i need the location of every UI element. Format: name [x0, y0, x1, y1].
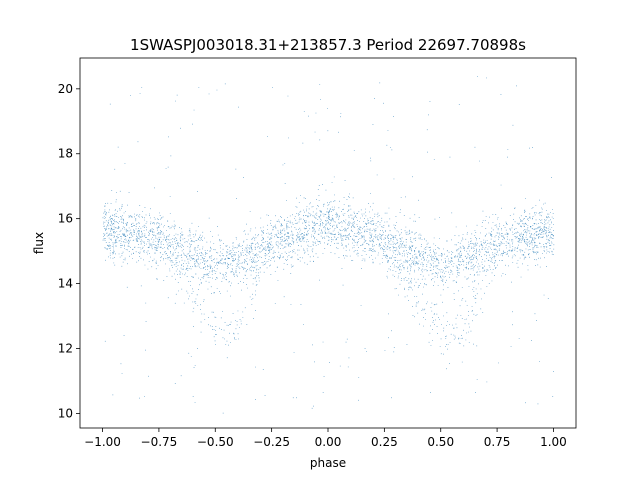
y-axis-label: flux — [32, 232, 46, 254]
y-tick-label: 12 — [58, 341, 73, 355]
x-tick-label: −0.75 — [141, 435, 178, 449]
x-tick-label: −1.00 — [84, 435, 121, 449]
y-tick-label: 10 — [58, 406, 73, 420]
y-tick-label: 20 — [58, 82, 73, 96]
chart-title: 1SWASPJ003018.31+213857.3 Period 22697.7… — [130, 36, 526, 54]
x-axis-ticks: −1.00 −0.75 −0.50 −0.25 0.00 0.25 0.50 0.75 1.00 — [84, 428, 567, 449]
y-tick-label: 14 — [58, 277, 73, 291]
x-tick-label: −0.25 — [253, 435, 290, 449]
x-tick-label: 0.00 — [315, 435, 342, 449]
y-axis-ticks: 10 12 14 16 18 20 — [58, 82, 80, 420]
x-tick-label: 1.00 — [540, 435, 567, 449]
x-axis-label: phase — [310, 456, 346, 470]
x-tick-label: −0.50 — [197, 435, 234, 449]
x-tick-label: 0.75 — [484, 435, 511, 449]
x-tick-label: 0.50 — [427, 435, 454, 449]
x-tick-label: 0.25 — [371, 435, 398, 449]
y-tick-label: 18 — [58, 147, 73, 161]
y-tick-label: 16 — [58, 212, 73, 226]
